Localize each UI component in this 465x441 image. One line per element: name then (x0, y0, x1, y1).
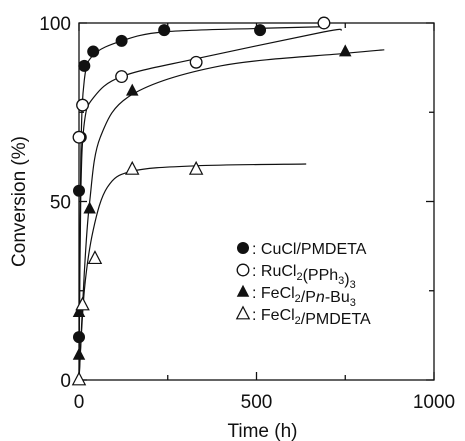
x-tick-label: 500 (241, 392, 273, 413)
legend-marker-2 (236, 263, 250, 277)
tick-labels: 0 500 1000 0 50 100 (39, 14, 455, 413)
data-point-series-3 (126, 83, 139, 96)
data-point-series-3 (83, 201, 96, 214)
legend-label-4: : FeCl2/PMDETA (252, 307, 371, 328)
legend-label-part: : RuCl (252, 263, 296, 280)
legend-label-part: n (316, 289, 325, 306)
legend-marker-3 (236, 284, 250, 297)
data-points (71, 16, 352, 386)
legend-label-part: 2 (295, 315, 301, 327)
legend-label-2: : RuCl2(PPh3)3 (252, 263, 356, 291)
legend-label-part: /P (301, 289, 316, 306)
y-tick-label: 100 (39, 14, 71, 35)
legend-label-part: : CuCl/PMDETA (252, 241, 367, 258)
y-tick-label: 0 (60, 371, 71, 392)
axes (78, 22, 435, 381)
data-point-series-2 (76, 98, 90, 112)
data-point-series-4 (188, 160, 204, 175)
data-point-series-1 (78, 59, 91, 72)
plot-frame (78, 22, 435, 381)
data-point-series-2 (317, 16, 331, 30)
legend-label-part: 2 (295, 293, 301, 305)
data-point-series-1 (73, 331, 85, 344)
data-point-series-1 (254, 24, 267, 37)
data-point-series-3 (72, 304, 86, 317)
data-point-series-2 (189, 55, 203, 69)
legend-label-part: : FeCl (252, 307, 295, 324)
legend-label-part: : FeCl (252, 285, 295, 302)
x-tick-label: 1000 (413, 392, 455, 413)
data-point-series-1 (73, 184, 85, 197)
legend-label-part: 3 (350, 297, 356, 309)
data-point-series-4 (125, 160, 140, 175)
legend-marker-1 (237, 242, 249, 254)
legend-label-part: -Bu (325, 289, 350, 306)
legend: : CuCl/PMDETA: RuCl2(PPh3)3: FeCl2/Pn-Bu… (235, 241, 371, 328)
legend-label-part: (PPh (303, 267, 339, 284)
data-point-series-4 (75, 296, 90, 311)
legend-label-part: /PMDETA (301, 311, 371, 328)
data-point-series-1 (87, 45, 100, 58)
x-axis-title: Time (h) (227, 421, 297, 441)
y-axis-title: Conversion (%) (9, 136, 30, 267)
data-point-series-3 (72, 347, 86, 360)
data-point-series-1 (115, 34, 128, 47)
legend-label-part: 2 (296, 271, 302, 283)
fit-curve-series-4 (78, 163, 307, 381)
fit-curve-series-2 (78, 28, 342, 381)
legend-label-3: : FeCl2/Pn-Bu3 (252, 285, 356, 309)
data-point-series-2 (72, 130, 86, 144)
legend-label-1: : CuCl/PMDETA (252, 241, 367, 258)
y-tick-label: 50 (50, 193, 71, 214)
legend-label-part: ) (344, 271, 349, 288)
legend-marker-4 (235, 305, 251, 320)
x-tick-label: 0 (74, 392, 85, 413)
data-point-series-2 (115, 70, 129, 84)
legend-label-part: 3 (350, 279, 356, 291)
data-point-series-4 (87, 250, 103, 265)
data-point-series-4 (71, 371, 87, 386)
data-point-series-1 (158, 24, 171, 37)
data-point-series-3 (339, 44, 352, 57)
legend-label-part: 3 (338, 275, 344, 287)
fit-curve-series-3 (78, 49, 385, 381)
